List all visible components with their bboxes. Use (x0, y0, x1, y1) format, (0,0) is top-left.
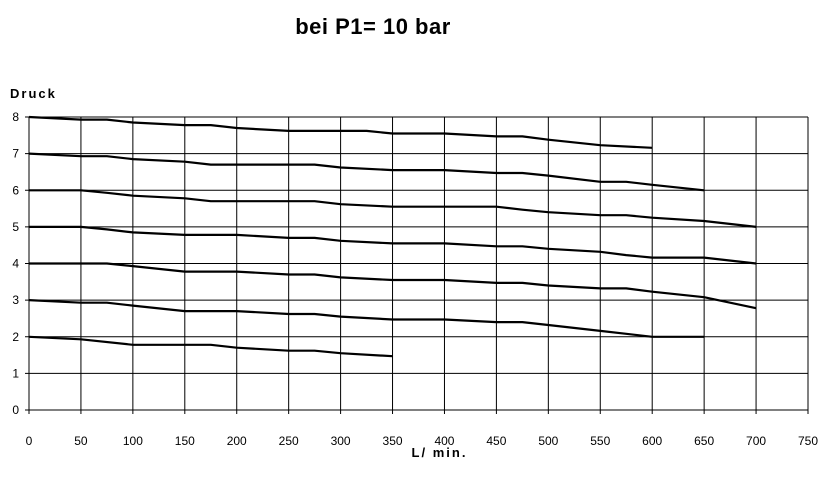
y-axis-label: Druck (10, 86, 57, 101)
y-tick-label: 1 (12, 366, 19, 380)
x-tick-label: 200 (227, 434, 247, 448)
series-line-7 (28, 335, 393, 358)
x-tick-label: 550 (590, 434, 610, 448)
series-line-3 (29, 189, 757, 228)
chart-title: bei P1= 10 bar (295, 14, 451, 39)
y-tick-label: 7 (12, 147, 19, 161)
x-tick-label: 500 (538, 434, 558, 448)
x-tick-label: 700 (746, 434, 766, 448)
series-line-2 (28, 152, 705, 192)
x-tick-label: 650 (694, 434, 714, 448)
y-tick-label: 8 (12, 110, 19, 124)
x-tick-label: 100 (123, 434, 143, 448)
y-tick-label: 2 (12, 330, 19, 344)
y-tick-label: 4 (12, 257, 19, 271)
series-line-5 (29, 262, 757, 310)
x-tick-label: 50 (74, 434, 88, 448)
x-tick-label: 0 (26, 434, 33, 448)
x-tick-label: 400 (434, 434, 454, 448)
x-axis-label: L/ min. (411, 445, 468, 460)
series-line-1 (28, 115, 653, 149)
y-tick-label: 6 (12, 183, 19, 197)
x-tick-label: 450 (486, 434, 506, 448)
y-tick-label: 3 (12, 293, 19, 307)
x-tick-label: 350 (383, 434, 403, 448)
series-line-6 (28, 299, 705, 338)
x-tick-label: 150 (175, 434, 195, 448)
series-line-4 (29, 225, 757, 265)
y-tick-label: 0 (12, 403, 19, 417)
x-tick-label: 250 (279, 434, 299, 448)
x-tick-label: 600 (642, 434, 662, 448)
y-tick-label: 5 (12, 220, 19, 234)
x-tick-label: 300 (331, 434, 351, 448)
x-tick-label: 750 (798, 434, 818, 448)
